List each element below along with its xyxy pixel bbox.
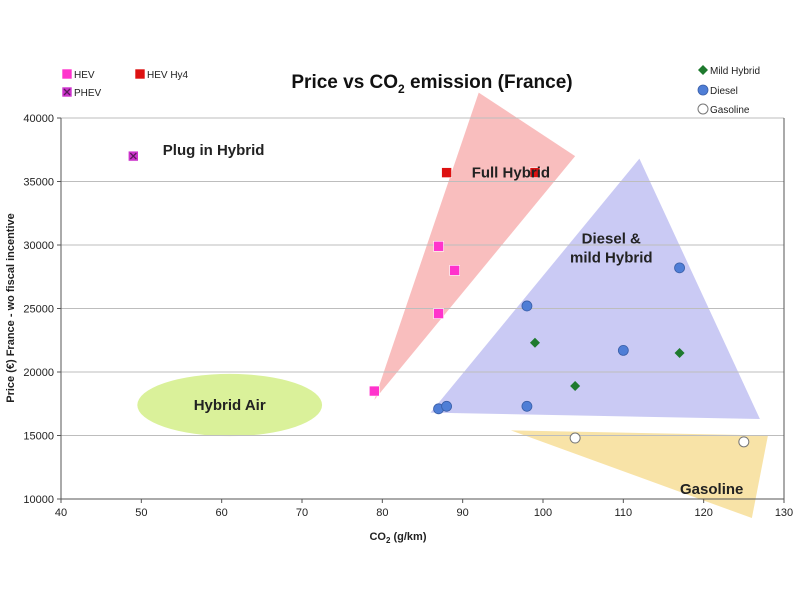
point-diesel [674,262,685,274]
legend-marker-hev [61,68,73,80]
region-label-full-hybrid: Full Hybrid [472,165,550,182]
region-gasoline [510,430,768,519]
point-gasoline [738,436,750,448]
legend-layer: HEV HEV Hy4 PHEV Mild Hybrid Diesel Gasoline [61,65,760,116]
legend-marker-gasoline [697,103,709,115]
y-axis-label: Price (€) France - wo fiscal incentive [5,213,17,403]
point-phev-cross [129,152,137,160]
legend-label-mild-hybrid: Mild Hybrid [710,66,760,77]
region-hybrid-air [137,373,323,437]
axes-layer: 10000 15000 20000 25000 30000 35000 40000 40 50 6… [23,113,793,519]
x-tick-label: 70 [296,507,308,519]
region-label-gasoline: Gasoline [680,481,743,498]
region-full-hybrid [374,92,576,400]
legend-marker-hev-hy4 [134,68,146,80]
y-tick-label: 40000 [23,113,54,125]
point-diesel [521,400,533,412]
point-diesel [617,345,629,356]
legend-label-diesel: Diesel [710,86,738,97]
point-hev [433,240,444,252]
x-tick-label: 90 [457,507,469,519]
region-label-diesel-mild-hybrid: Diesel & mild Hybrid [570,231,653,267]
y-tick-label: 25000 [23,304,54,316]
point-hev [433,308,444,319]
legend-marker-mild-hybrid [698,65,708,75]
x-tick-label: 100 [534,507,552,519]
point-diesel [441,400,453,412]
legend-marker-phev-cross [63,88,71,96]
x-tick-label: 120 [694,507,712,519]
point-mild-hybrid [570,380,581,391]
legend-label-hev-hy4: HEV Hy4 [147,70,189,81]
y-tick-label: 30000 [23,240,54,252]
x-tick-label: 80 [376,507,388,519]
region-label-hybrid-air: Hybrid Air [194,397,266,414]
x-tick-label: 110 [615,507,633,519]
y-tick-label: 20000 [23,367,54,379]
x-tick-label: 60 [216,507,228,519]
point-mild-hybrid [529,337,540,348]
legend-label-phev: PHEV [74,88,102,99]
legend-label-gasoline: Gasoline [710,105,750,116]
point-gasoline [569,432,581,444]
x-axis-label: CO2 (g/km) [369,531,426,545]
point-hev-hy4 [529,167,541,178]
point-mild-hybrid [674,347,685,358]
labels-layer: Plug in Hybrid Full Hybrid Diesel & mild Hy… [163,142,744,498]
points-layer [128,150,750,448]
point-hev-hy4 [441,167,452,178]
x-tick-label: 50 [135,507,147,519]
y-tick-label: 15000 [23,431,54,443]
y-tick-label: 10000 [23,494,54,506]
x-tick-label: 130 [775,507,793,519]
x-tick-label: 40 [55,507,67,519]
legend-label-hev: HEV [74,70,95,81]
point-diesel [521,300,533,312]
y-tick-label: 35000 [23,177,54,189]
chart-title: Price vs CO2 emission (France) [291,72,572,96]
point-hev [368,385,380,397]
point-hev [449,265,460,276]
region-label-plug-in-hybrid: Plug in Hybrid [163,142,265,159]
legend-marker-diesel [697,84,709,96]
